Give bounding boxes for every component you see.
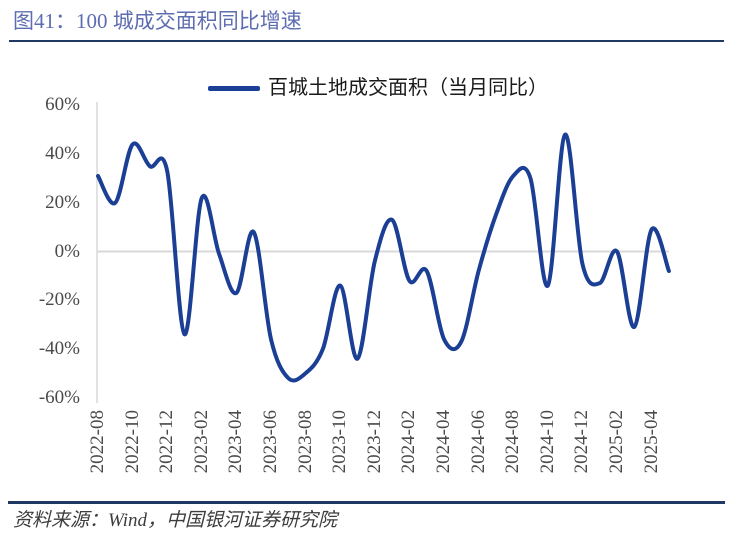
x-tick-label: 2023-02	[190, 410, 212, 474]
legend-line-swatch	[208, 85, 260, 91]
x-tick-label: 2022-10	[121, 410, 143, 474]
x-tick-label: 2024-08	[502, 410, 524, 474]
x-tick-label: 2024-02	[398, 410, 420, 474]
y-tick-label: -20%	[38, 289, 80, 311]
x-tick-label: 2023-06	[260, 410, 281, 474]
x-tick-label: 2024-04	[433, 410, 454, 474]
x-tick-label: 2025-02	[606, 410, 627, 474]
x-tick-label: 2024-06	[467, 410, 489, 474]
footer-divider	[8, 501, 725, 504]
series-line	[96, 132, 671, 383]
x-tick-label: 2022-08	[87, 410, 108, 474]
x-tick-label: 2023-08	[294, 410, 316, 474]
chart-legend: 百城土地成交面积（当月同比）	[208, 76, 548, 100]
y-tick-label: -40%	[38, 337, 80, 359]
figure-source: 资料来源：Wind，中国银河证券研究院	[13, 510, 338, 531]
x-tick-label: 2025-04	[640, 410, 662, 474]
legend-label: 百城土地成交面积（当月同比）	[268, 77, 548, 99]
title-divider	[9, 40, 724, 42]
y-tick-label: 20%	[45, 191, 80, 213]
x-tick-label: 2023-10	[329, 410, 351, 474]
y-tick-label: 0%	[54, 240, 80, 262]
x-tick-label: 2024-12	[571, 410, 593, 474]
y-tick-label: 40%	[45, 143, 80, 165]
y-tick-label: 60%	[45, 94, 80, 116]
x-tick-label: 2023-04	[225, 410, 247, 474]
x-tick-label: 2023-12	[363, 410, 385, 474]
x-tick-label: 2022-12	[156, 410, 178, 474]
x-tick-label: 2024-10	[536, 410, 558, 474]
figure-title: 图41：100 城成交面积同比增速	[13, 9, 302, 33]
y-tick-label: -60%	[38, 386, 80, 408]
